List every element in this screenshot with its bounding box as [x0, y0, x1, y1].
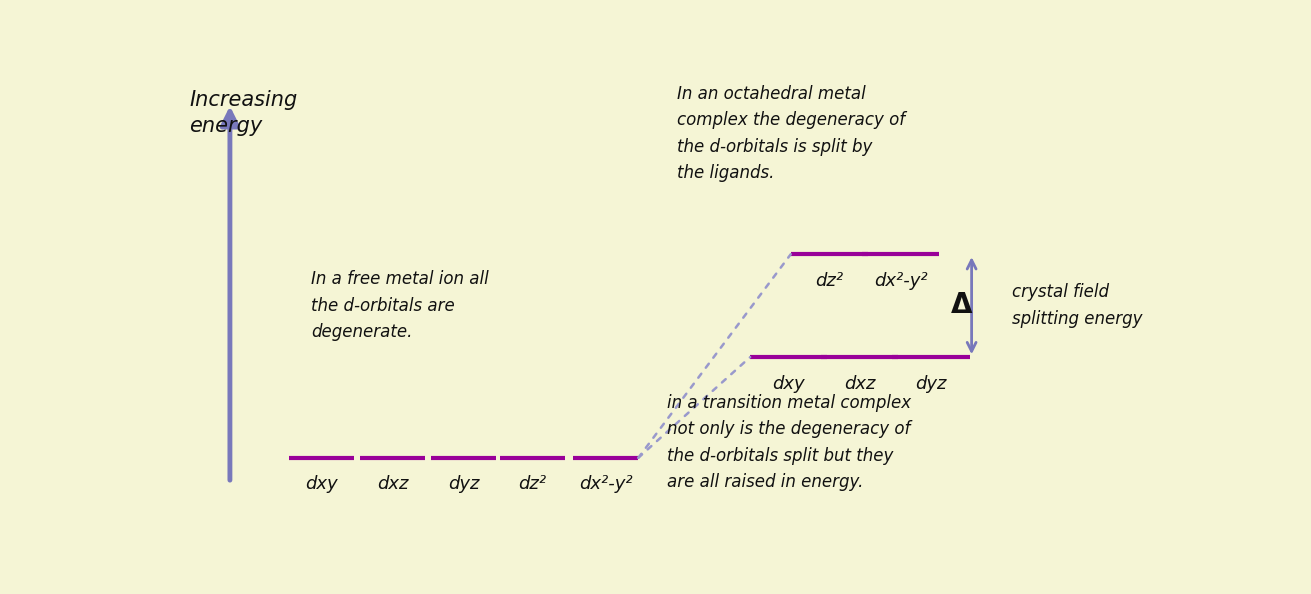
Text: Δ: Δ: [950, 292, 973, 320]
Text: dxy: dxy: [305, 475, 338, 493]
Text: dx²-y²: dx²-y²: [579, 475, 633, 493]
Text: dxy: dxy: [772, 375, 805, 393]
Text: dyz: dyz: [915, 375, 947, 393]
Text: dz²: dz²: [519, 475, 547, 493]
Text: dxz: dxz: [376, 475, 408, 493]
Text: in a transition metal complex
not only is the degeneracy of
the d-orbitals split: in a transition metal complex not only i…: [667, 394, 911, 491]
Text: Increasing
energy: Increasing energy: [189, 90, 298, 136]
Text: dxz: dxz: [844, 375, 876, 393]
Text: dz²: dz²: [815, 271, 843, 290]
Text: In an octahedral metal
complex the degeneracy of
the d-orbitals is split by
the : In an octahedral metal complex the degen…: [676, 85, 905, 182]
Text: dx²-y²: dx²-y²: [873, 271, 927, 290]
Text: crystal field
splitting energy: crystal field splitting energy: [1012, 283, 1143, 328]
Text: dyz: dyz: [448, 475, 480, 493]
Text: In a free metal ion all
the d-orbitals are
degenerate.: In a free metal ion all the d-orbitals a…: [311, 270, 489, 341]
